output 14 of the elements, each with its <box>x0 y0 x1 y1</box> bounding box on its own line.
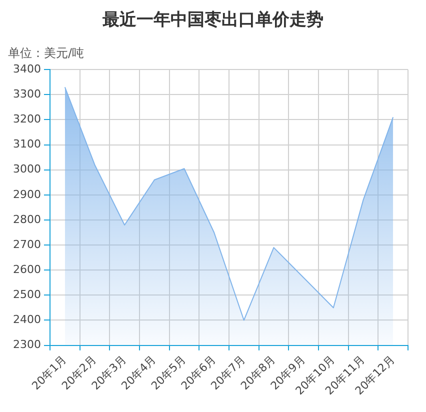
y-tick-label: 2800 <box>12 212 41 226</box>
y-tick-label: 2700 <box>12 238 41 251</box>
y-tick-label: 3100 <box>12 138 41 151</box>
y-tick-label: 2600 <box>12 262 41 276</box>
y-tick-label: 2400 <box>12 313 41 326</box>
y-tick-label: 2300 <box>12 338 41 352</box>
y-tick-label: 2900 <box>12 188 41 201</box>
y-tick-label: 3400 <box>12 62 41 76</box>
y-tick-label: 2500 <box>12 288 41 302</box>
y-tick-label: 3200 <box>12 112 41 126</box>
y-axis-title: 单位：美元/吨 <box>8 45 84 62</box>
y-tick-label: 3000 <box>12 162 41 176</box>
chart-title: 最近一年中国枣出口单价走势 <box>102 9 324 31</box>
y-tick-label: 3300 <box>12 88 41 101</box>
